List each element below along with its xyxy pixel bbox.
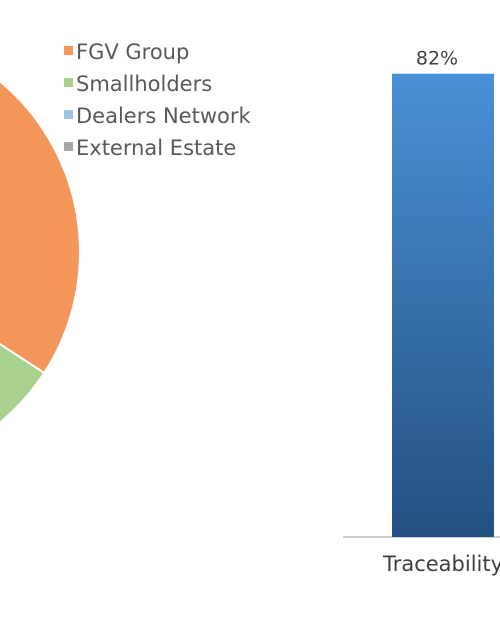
- legend-swatch-smallholders: [64, 78, 73, 87]
- pie-legend: FGV Group Smallholders Dealers Network E…: [64, 40, 251, 160]
- legend-swatch-external-estate: [64, 142, 73, 151]
- pie-slice-smallholders: [0, 343, 46, 424]
- bar-chart: 82% Traceability: [343, 48, 500, 576]
- pie-slice-fgv-group: [0, 80, 81, 375]
- legend-item-smallholders: Smallholders: [64, 72, 212, 96]
- legend-swatch-dealers-network: [64, 110, 73, 119]
- legend-item-fgv-group: FGV Group: [64, 40, 189, 64]
- legend-swatch-fgv-group: [64, 46, 73, 55]
- category-label-traceability: Traceability: [382, 552, 500, 576]
- legend-label-dealers-network: Dealers Network: [76, 104, 251, 128]
- data-label-traceability: 82%: [416, 48, 458, 70]
- legend-item-dealers-network: Dealers Network: [64, 104, 251, 128]
- legend-item-external-estate: External Estate: [64, 136, 236, 160]
- pie-chart: [0, 80, 81, 424]
- bar-traceability: [392, 73, 494, 537]
- legend-label-smallholders: Smallholders: [76, 72, 212, 96]
- legend-label-external-estate: External Estate: [76, 136, 236, 160]
- legend-label-fgv-group: FGV Group: [76, 40, 189, 64]
